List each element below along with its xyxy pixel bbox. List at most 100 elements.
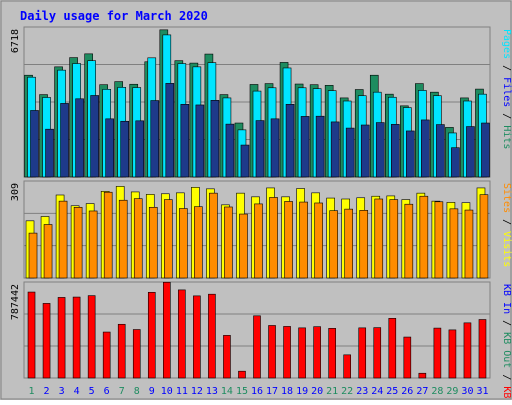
- legend-entry: Sites: [501, 183, 512, 213]
- bar-pages-day-21: [330, 121, 340, 178]
- bar-sites-day-15: [239, 213, 248, 279]
- bar-kb-f-day-15: [238, 370, 246, 379]
- bar-sites-day-23: [359, 210, 369, 279]
- bar-kb-f-day-30: [463, 322, 472, 379]
- bar-sites-day-6: [103, 191, 113, 279]
- bar-sites-day-13: [209, 192, 218, 279]
- bar-kb-f-day-8: [132, 329, 141, 379]
- x-tick-label-day-11: 11: [176, 386, 188, 397]
- bar-pages-day-7: [120, 120, 130, 178]
- bar-pages-day-19: [300, 116, 310, 178]
- bar-kb-f-day-26: [403, 336, 412, 379]
- bar-kb-f-day-12: [193, 295, 201, 379]
- bar-kb-f-day-17: [268, 325, 276, 379]
- bar-kb-f-day-10: [163, 281, 171, 379]
- bar-sites-day-1: [28, 232, 38, 279]
- bar-pages-day-16: [255, 120, 265, 178]
- bar-pages-day-6: [105, 118, 114, 178]
- y-max-label: 309: [10, 183, 21, 201]
- bar-kb-f-day-31: [478, 319, 487, 379]
- y-max-label: 787442: [10, 284, 21, 320]
- bar-kb-f-day-21: [328, 328, 336, 379]
- bar-sites-day-28: [434, 201, 444, 279]
- bar-pages-day-14: [225, 123, 235, 178]
- bar-kb-f-day-27: [418, 372, 427, 379]
- bar-pages-day-5: [90, 95, 99, 178]
- panel-legend: Pages / Files / Hits: [501, 29, 512, 149]
- bar-kb-f-day-13: [208, 293, 216, 379]
- bar-pages-day-13: [210, 100, 220, 178]
- bar-kb-f-day-23: [358, 327, 367, 379]
- bar-pages-day-27: [421, 119, 430, 178]
- bar-sites-day-22: [344, 208, 353, 279]
- legend-separator: /: [501, 368, 512, 386]
- bar-pages-day-10: [165, 83, 175, 178]
- bar-pages-day-18: [285, 104, 295, 178]
- bar-sites-day-8: [133, 198, 143, 279]
- legend-entry: KB F: [501, 386, 512, 400]
- bar-pages-day-9: [150, 100, 160, 178]
- panels: 6718 Pages / Files / Hits 309 Sites / Visit…: [10, 26, 512, 405]
- y-max-label: 6718: [10, 29, 21, 53]
- legend-entry: KB In: [501, 284, 512, 314]
- x-tick-label-day-21: 21: [326, 386, 338, 397]
- x-tick-label-day-17: 17: [266, 386, 278, 397]
- x-tick-label-day-12: 12: [191, 386, 203, 397]
- x-tick-label-day-3: 3: [59, 386, 65, 397]
- bar-kb-f-day-2: [42, 303, 51, 379]
- bar-sites-day-31: [479, 194, 489, 279]
- bar-sites-day-25: [389, 199, 399, 279]
- x-tick-label-day-31: 31: [476, 386, 488, 397]
- x-tick-label-day-20: 20: [311, 386, 323, 397]
- bar-kb-f-day-22: [343, 354, 351, 379]
- bar-kb-f-day-16: [253, 315, 261, 379]
- bar-kb-f-day-4: [72, 296, 81, 379]
- bar-pages-day-24: [375, 122, 385, 178]
- bar-kb-f-day-11: [178, 289, 186, 379]
- x-tick-label-day-1: 1: [29, 386, 35, 397]
- bar-kb-f-day-20: [313, 326, 321, 379]
- legend-entry: Files: [501, 77, 512, 107]
- x-tick-label-day-4: 4: [74, 386, 80, 397]
- panel-legend: Sites / Visits: [501, 183, 512, 267]
- bar-sites-day-27: [419, 195, 429, 279]
- x-tick-label-day-14: 14: [221, 386, 233, 397]
- bar-sites-day-24: [374, 198, 384, 279]
- bar-kb-f-day-25: [388, 318, 397, 379]
- bar-pages-day-12: [195, 104, 205, 178]
- bar-pages-day-1: [30, 110, 39, 178]
- bar-pages-day-23: [360, 124, 370, 178]
- x-tick-label-day-25: 25: [386, 386, 398, 397]
- bar-kb-f-day-19: [298, 327, 306, 379]
- bar-sites-day-19: [299, 201, 308, 279]
- bar-sites-day-20: [314, 202, 323, 279]
- x-tick-label-day-28: 28: [431, 386, 443, 397]
- x-tick-label-day-2: 2: [44, 386, 50, 397]
- bar-sites-day-30: [464, 209, 474, 279]
- bar-pages-day-4: [75, 98, 84, 178]
- bar-kb-f-day-5: [87, 295, 96, 379]
- x-tick-label-day-16: 16: [251, 386, 263, 397]
- bar-pages-day-26: [406, 130, 415, 178]
- x-tick-label-day-29: 29: [446, 386, 458, 397]
- x-tick-label-day-18: 18: [281, 386, 293, 397]
- bar-kb-f-day-9: [147, 291, 156, 379]
- bar-sites-day-29: [449, 208, 459, 279]
- x-tick-label-day-19: 19: [296, 386, 308, 397]
- bar-sites-day-9: [148, 206, 158, 279]
- x-axis: 1 2 3 4 5 6 7 8 9 10 11 12 13 14 15 16 17 18 19 20 21 22 23 24 2…: [29, 386, 489, 397]
- bar-kb-f-day-3: [57, 297, 66, 379]
- x-tick-label-day-8: 8: [134, 386, 140, 397]
- x-tick-label-day-5: 5: [89, 386, 95, 397]
- x-tick-label-day-13: 13: [206, 386, 218, 397]
- bar-pages-day-28: [436, 124, 445, 178]
- bar-pages-day-22: [345, 127, 355, 178]
- legend-entry: Visits: [501, 231, 512, 267]
- legend-separator: /: [501, 314, 512, 332]
- bar-sites-day-4: [73, 206, 83, 279]
- legend-separator: /: [501, 107, 512, 125]
- bar-pages-day-11: [180, 104, 190, 178]
